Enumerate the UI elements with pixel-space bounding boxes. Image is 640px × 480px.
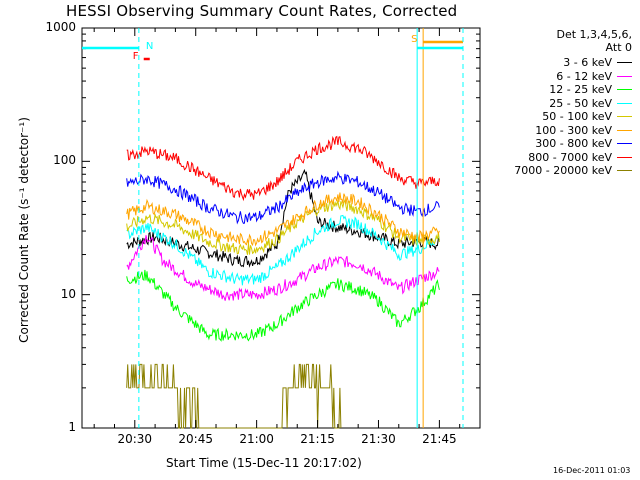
legend-swatch <box>617 170 632 171</box>
date-stamp: 16-Dec-2011 01:03 <box>553 466 631 475</box>
legend-item-5: 50 - 100 keV <box>542 110 632 123</box>
legend-header-line-1: Det 1,3,4,5,6, <box>556 28 632 41</box>
series-layer <box>126 135 440 429</box>
series-line-4 <box>126 214 440 286</box>
marker-f: F <box>132 51 139 62</box>
series-line-9 <box>126 363 342 429</box>
legend-swatch <box>617 116 632 117</box>
legend-item-4: 25 - 50 keV <box>549 97 632 110</box>
legend-label: 12 - 25 keV <box>549 83 612 96</box>
legend-swatch <box>617 75 632 77</box>
x-tick-label: 21:15 <box>300 432 335 446</box>
x-axis-label: Start Time (15-Dec-11 20:17:02) <box>166 456 362 470</box>
legend-swatch <box>617 102 632 104</box>
series-line-6 <box>126 192 440 247</box>
legend-item-1: 3 - 6 keV <box>563 56 632 69</box>
series-line-1 <box>126 168 440 268</box>
y-tick-label: 100 <box>53 153 76 168</box>
series-line-5 <box>126 198 440 255</box>
legend-label: 50 - 100 keV <box>542 110 612 123</box>
legend-swatch <box>617 89 632 90</box>
legend-item-2: 6 - 12 keV <box>556 70 632 83</box>
legend-item-6: 100 - 300 keV <box>535 124 632 137</box>
marker-n: N <box>145 41 154 52</box>
legend-label: 800 - 7000 keV <box>528 150 612 164</box>
overlay-layer <box>82 27 481 429</box>
series-line-8 <box>126 135 440 202</box>
legend-item-9: 7000 - 20000 keV <box>514 164 632 177</box>
legend-label: 3 - 6 keV <box>563 56 612 69</box>
legend-header-line-2: Att 0 <box>605 41 632 54</box>
marker-s: S <box>411 34 418 45</box>
legend-label: 300 - 800 keV <box>535 137 612 150</box>
y-tick-label: 10 <box>60 286 76 301</box>
legend-header: Det 1,3,4,5,6, Att 0 <box>556 28 632 54</box>
legend-item-8: 800 - 7000 keV <box>528 151 632 164</box>
series-line-7 <box>126 170 440 225</box>
series-line-3 <box>126 269 440 342</box>
legend-label: 7000 - 20000 keV <box>514 164 612 177</box>
legend-label: 100 - 300 keV <box>535 123 612 137</box>
x-tick-label: 21:45 <box>422 432 457 446</box>
chart-title: HESSI Observing Summary Count Rates, Cor… <box>66 2 458 20</box>
x-tick-label: 20:45 <box>178 432 213 446</box>
legend-label: 6 - 12 keV <box>556 69 612 83</box>
legend-swatch <box>617 156 632 158</box>
legend-item-3: 12 - 25 keV <box>549 83 632 96</box>
x-tick-label: 21:00 <box>239 432 274 446</box>
y-axis-label: Corrected Count Rate (s⁻¹ detector⁻¹) <box>17 117 31 343</box>
legend-label: 25 - 50 keV <box>549 96 612 110</box>
y-tick-label: 1 <box>68 420 76 434</box>
series-line-2 <box>126 235 440 301</box>
legend-swatch <box>617 62 632 63</box>
x-tick-label: 20:30 <box>117 432 153 446</box>
y-tick-label: 1000 <box>45 20 76 34</box>
legend-swatch <box>617 143 632 144</box>
legend-swatch <box>617 129 632 131</box>
legend-item-7: 300 - 800 keV <box>535 137 632 150</box>
x-tick-label: 21:30 <box>361 432 396 446</box>
